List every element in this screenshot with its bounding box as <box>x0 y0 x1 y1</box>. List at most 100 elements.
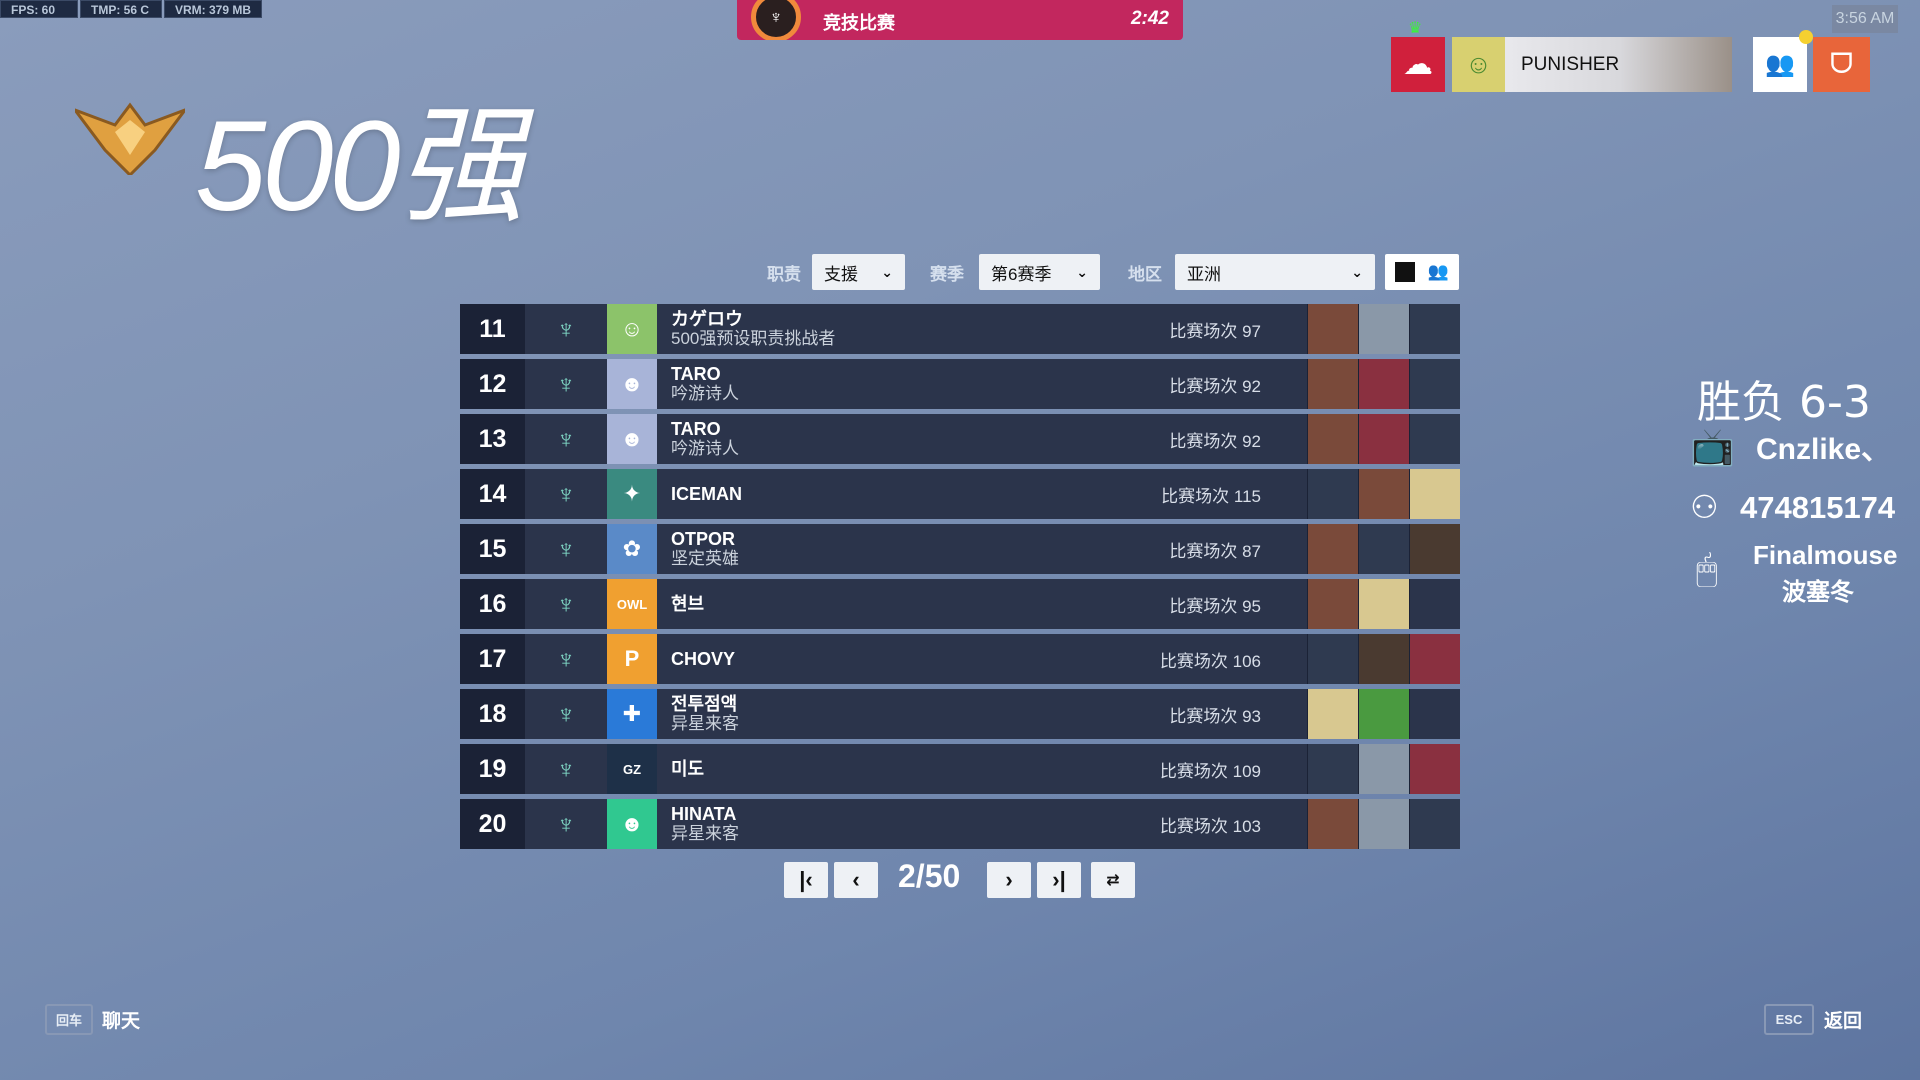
page-indicator: 2/50 <box>898 858 961 894</box>
hero-portrait <box>1358 524 1409 574</box>
games-played: 比赛场次 97 <box>1169 321 1261 341</box>
view-toggle[interactable]: 👥 <box>1385 254 1459 290</box>
table-row[interactable]: 17 ♆ P CHOVY 比赛场次 106 <box>460 634 1460 684</box>
notification-dot <box>1799 30 1813 44</box>
hero-portrait <box>1358 634 1409 684</box>
player-name[interactable]: TARO <box>671 419 721 439</box>
medal-icon: ᗜ <box>1829 48 1854 79</box>
refresh-button[interactable]: ⇄ <box>1091 862 1135 898</box>
top-heroes <box>1307 524 1460 574</box>
table-row[interactable]: 15 ♆ ✿ OTPOR 坚定英雄 比赛场次 87 <box>460 524 1460 574</box>
games-played: 比赛场次 115 <box>1161 486 1261 506</box>
player-title: 坚定英雄 <box>671 549 739 568</box>
match-banner: ♆ 竞技比赛 2:42 <box>737 0 1183 40</box>
player-name[interactable]: 미도 <box>671 758 705 779</box>
top500-rank-icon: ♆ <box>556 698 576 729</box>
table-row[interactable]: 12 ♆ ☻ TARO 吟游诗人 比赛场次 92 <box>460 359 1460 409</box>
table-row[interactable]: 14 ♆ ✦ ICEMAN 比赛场次 115 <box>460 469 1460 519</box>
enter-key-hint[interactable]: 回车 <box>45 1004 93 1035</box>
esc-key-hint[interactable]: ESC <box>1764 1004 1814 1035</box>
table-row[interactable]: 19 ♆ GZ 미도 比赛场次 109 <box>460 744 1460 794</box>
prev-page-button[interactable]: ‹ <box>834 862 878 898</box>
top500-rank-icon: ♆ <box>556 313 576 344</box>
table-row[interactable]: 18 ♆ ✚ 전투점액 异星来客 比赛场次 93 <box>460 689 1460 739</box>
rank-number: 13 <box>460 414 525 464</box>
top-heroes <box>1307 634 1460 684</box>
rank-number: 15 <box>460 524 525 574</box>
hero-portrait <box>1307 689 1358 739</box>
season-dropdown[interactable]: 第6赛季 ⌄ <box>979 254 1100 290</box>
hero-portrait <box>1358 304 1409 354</box>
win-loss-record: 胜负 6-3 <box>1697 377 1871 428</box>
top-heroes <box>1307 469 1460 519</box>
player-name: PUNISHER <box>1521 53 1620 75</box>
games-played: 比赛场次 106 <box>1159 651 1261 671</box>
player-name[interactable]: OTPOR <box>671 529 736 549</box>
player-avatar: GZ <box>607 744 657 794</box>
region-dropdown[interactable]: 亚洲 ⌄ <box>1175 254 1375 290</box>
hero-portrait <box>1409 469 1460 519</box>
player-avatar: ☺ <box>607 304 657 354</box>
clock: 3:56 AM <box>1832 5 1898 33</box>
games-played: 比赛场次 95 <box>1169 596 1261 616</box>
region-label: 地区 <box>1128 265 1162 284</box>
player-name[interactable]: TARO <box>671 364 721 384</box>
hero-portrait <box>1409 524 1460 574</box>
rank-number: 17 <box>460 634 525 684</box>
match-mode: 竞技比赛 <box>823 13 895 33</box>
square-icon <box>1395 262 1415 282</box>
table-row[interactable]: 11 ♆ ☺ カゲロウ 500强预设职责挑战者 比赛场次 97 <box>460 304 1460 354</box>
chat-label[interactable]: 聊天 <box>102 1011 141 1032</box>
first-page-icon: |‹ <box>799 867 813 892</box>
back-label[interactable]: 返回 <box>1824 1011 1863 1032</box>
hero-portrait <box>1358 414 1409 464</box>
hero-portrait <box>1307 469 1358 519</box>
player-name[interactable]: 전투점액 <box>671 694 738 714</box>
next-page-button[interactable]: › <box>987 862 1031 898</box>
player-avatar: ✿ <box>607 524 657 574</box>
games-played: 比赛场次 103 <box>1159 816 1261 836</box>
games-played: 比赛场次 109 <box>1159 761 1261 781</box>
player-name[interactable]: HINATA <box>671 804 737 824</box>
rewards-button[interactable]: ᗜ <box>1813 37 1870 92</box>
role-dropdown[interactable]: 支援 ⌄ <box>812 254 905 290</box>
player-title: 吟游诗人 <box>671 439 739 458</box>
chevron-down-icon: ⌄ <box>881 263 893 280</box>
hero-portrait <box>1307 579 1358 629</box>
top500-rank-icon: ♆ <box>556 423 576 454</box>
player-title: 500强预设职责挑战者 <box>671 329 836 348</box>
page-title: 500强 <box>195 95 525 238</box>
fps-counter: FPS: 60 <box>0 0 78 18</box>
player-name[interactable]: カゲロウ <box>671 309 743 329</box>
hero-portrait <box>1409 634 1460 684</box>
last-page-button[interactable]: ›| <box>1037 862 1081 898</box>
player-avatar: ☻ <box>607 414 657 464</box>
first-page-button[interactable]: |‹ <box>784 862 828 898</box>
table-row[interactable]: 13 ♆ ☻ TARO 吟游诗人 比赛场次 92 <box>460 414 1460 464</box>
hero-portrait <box>1358 469 1409 519</box>
crown-icon: ♛ <box>1408 20 1423 37</box>
table-row[interactable]: 16 ♆ OWL 현브 比赛场次 95 <box>460 579 1460 629</box>
player-name[interactable]: ICEMAN <box>671 483 742 504</box>
hero-portrait <box>1409 744 1460 794</box>
player-avatar: ☻ <box>607 799 657 849</box>
player-card[interactable]: ☺ PUNISHER <box>1452 37 1732 92</box>
player-name[interactable]: 현브 <box>671 593 705 614</box>
games-played: 比赛场次 87 <box>1169 541 1261 561</box>
rank-number: 16 <box>460 579 525 629</box>
bilibili-name: Cnzlike、 <box>1756 433 1892 466</box>
rank-number: 14 <box>460 469 525 519</box>
group-leader-icon[interactable]: ☁ <box>1391 37 1445 92</box>
top500-rank-icon: ♆ <box>556 588 576 619</box>
top500-rank-icon: ♆ <box>556 643 576 674</box>
last-page-icon: ›| <box>1052 867 1066 892</box>
table-row[interactable]: 20 ♆ ☻ HINATA 异星来客 比赛场次 103 <box>460 799 1460 849</box>
social-button[interactable]: 👥 <box>1753 37 1807 92</box>
games-played: 比赛场次 92 <box>1169 376 1261 396</box>
top500-rank-icon: ♆ <box>556 368 576 399</box>
top500-emblem-icon <box>70 100 190 178</box>
hero-portrait <box>1358 579 1409 629</box>
hero-portrait <box>1409 689 1460 739</box>
rank-number: 19 <box>460 744 525 794</box>
player-name[interactable]: CHOVY <box>671 648 736 669</box>
